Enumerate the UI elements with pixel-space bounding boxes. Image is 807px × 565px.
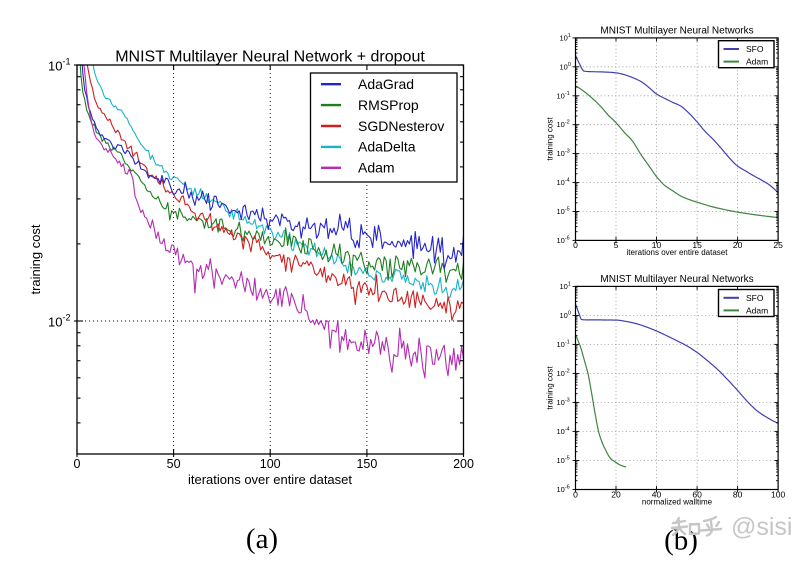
svg-text:20: 20 [611, 489, 621, 499]
svg-text:@sisi: @sisi [731, 513, 793, 541]
svg-text:Adam: Adam [746, 305, 768, 315]
svg-text:80: 80 [733, 489, 743, 499]
svg-text:10-1: 10-1 [557, 339, 570, 349]
svg-text:MNIST Multilayer Neural Networ: MNIST Multilayer Neural Network + dropou… [115, 49, 425, 66]
svg-text:10-4: 10-4 [557, 178, 570, 188]
svg-text:100: 100 [560, 310, 571, 320]
svg-text:10-2: 10-2 [557, 368, 570, 378]
svg-text:iterations over entire dataset: iterations over entire dataset [188, 472, 352, 487]
svg-text:101: 101 [560, 281, 571, 291]
svg-text:10: 10 [652, 240, 662, 250]
svg-text:SFO: SFO [746, 293, 764, 303]
svg-text:10-3: 10-3 [557, 149, 570, 159]
svg-text:RMSProp: RMSProp [358, 97, 419, 113]
svg-text:100: 100 [560, 62, 571, 72]
svg-text:Adam: Adam [358, 160, 395, 176]
svg-text:10-5: 10-5 [557, 207, 570, 217]
svg-text:SFO: SFO [746, 44, 764, 54]
svg-text:10-2: 10-2 [557, 120, 570, 130]
svg-text:0: 0 [573, 240, 578, 250]
svg-text:25: 25 [773, 240, 783, 250]
svg-text:200: 200 [453, 457, 474, 471]
svg-text:100: 100 [260, 457, 281, 471]
svg-text:10-4: 10-4 [557, 426, 570, 436]
svg-text:40: 40 [652, 489, 662, 499]
svg-text:10-3: 10-3 [557, 397, 570, 407]
svg-text:iterations over entire dataset: iterations over entire dataset [627, 248, 729, 257]
svg-text:5: 5 [614, 240, 619, 250]
svg-text:10-1: 10-1 [557, 91, 570, 101]
svg-text:training cost: training cost [546, 117, 555, 161]
svg-text:training cost: training cost [546, 366, 555, 410]
svg-text:100: 100 [771, 489, 785, 499]
svg-text:0: 0 [573, 489, 578, 499]
svg-text:MNIST Multilayer Neural Networ: MNIST Multilayer Neural Networks [600, 274, 753, 285]
svg-text:Adam: Adam [746, 57, 768, 67]
svg-text:10-5: 10-5 [557, 456, 570, 466]
svg-text:SGDNesterov: SGDNesterov [358, 118, 444, 134]
svg-text:AdaGrad: AdaGrad [358, 76, 414, 92]
svg-text:15: 15 [692, 240, 702, 250]
svg-text:(a): (a) [246, 523, 278, 555]
svg-text:normalized walltime: normalized walltime [642, 497, 713, 506]
svg-text:MNIST Multilayer Neural Networ: MNIST Multilayer Neural Networks [600, 25, 753, 36]
svg-text:0: 0 [74, 457, 81, 471]
svg-text:20: 20 [733, 240, 743, 250]
svg-text:AdaDelta: AdaDelta [358, 139, 416, 155]
svg-text:150: 150 [356, 457, 377, 471]
svg-text:101: 101 [560, 33, 571, 43]
svg-text:60: 60 [692, 489, 702, 499]
svg-text:10-6: 10-6 [557, 235, 570, 245]
svg-text:training cost: training cost [28, 224, 43, 294]
svg-text:50: 50 [167, 457, 181, 471]
svg-text:10-6: 10-6 [557, 485, 570, 495]
